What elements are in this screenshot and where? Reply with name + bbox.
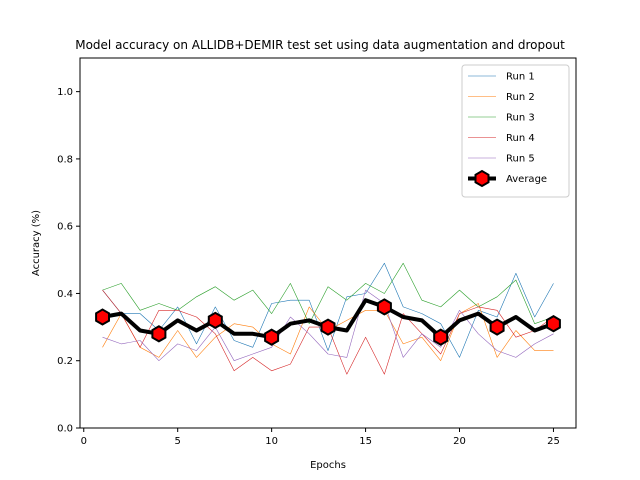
legend-label-run-1: Run 1 <box>506 72 535 83</box>
average-marker <box>320 318 336 336</box>
average-marker <box>207 311 223 330</box>
average-marker <box>489 318 505 336</box>
series-line-run-5 <box>102 289 554 362</box>
average-marker <box>376 298 392 316</box>
series-line-run-1 <box>102 262 554 358</box>
x-axis-label: Epochs <box>310 460 346 471</box>
legend-label-average: Average <box>506 174 547 185</box>
x-tick-label: 15 <box>359 436 372 447</box>
plot-area <box>95 262 561 375</box>
legend-box <box>461 64 570 198</box>
average-marker <box>433 328 449 346</box>
x-tick-label: 5 <box>175 436 181 447</box>
plot-frame <box>79 57 577 429</box>
legend-label-run-5: Run 5 <box>506 154 535 165</box>
legend-marker-average <box>474 169 490 188</box>
legend-label-run-4: Run 4 <box>506 133 535 144</box>
y-tick-label: 0.8 <box>57 154 73 165</box>
y-tick-label: 1.0 <box>57 87 73 98</box>
y-axis-label: Accuracy (%) <box>31 210 42 276</box>
legend: Run 1 Run 2 Run 3 Run 4 Run 5 Average <box>461 64 570 198</box>
legend-label-run-2: Run 2 <box>506 92 535 103</box>
x-tick-label: 10 <box>265 436 278 447</box>
axis-ticks: 0 5 10 15 20 25 0.0 0.2 0.4 0.6 0.8 1.0 <box>57 87 560 447</box>
average-marker <box>95 308 110 326</box>
chart-title: Model accuracy on ALLIDB+DEMIR test set … <box>75 38 565 52</box>
y-tick-label: 0.0 <box>57 424 73 435</box>
average-marker <box>264 328 280 346</box>
legend-label-run-3: Run 3 <box>506 113 535 124</box>
x-tick-label: 25 <box>547 436 560 447</box>
y-tick-label: 0.4 <box>57 289 73 300</box>
y-tick-label: 0.2 <box>57 356 73 367</box>
x-tick-label: 0 <box>81 436 87 447</box>
average-marker <box>151 325 167 343</box>
average-marker <box>546 315 561 333</box>
y-tick-label: 0.6 <box>57 222 73 233</box>
x-tick-label: 20 <box>453 436 466 447</box>
